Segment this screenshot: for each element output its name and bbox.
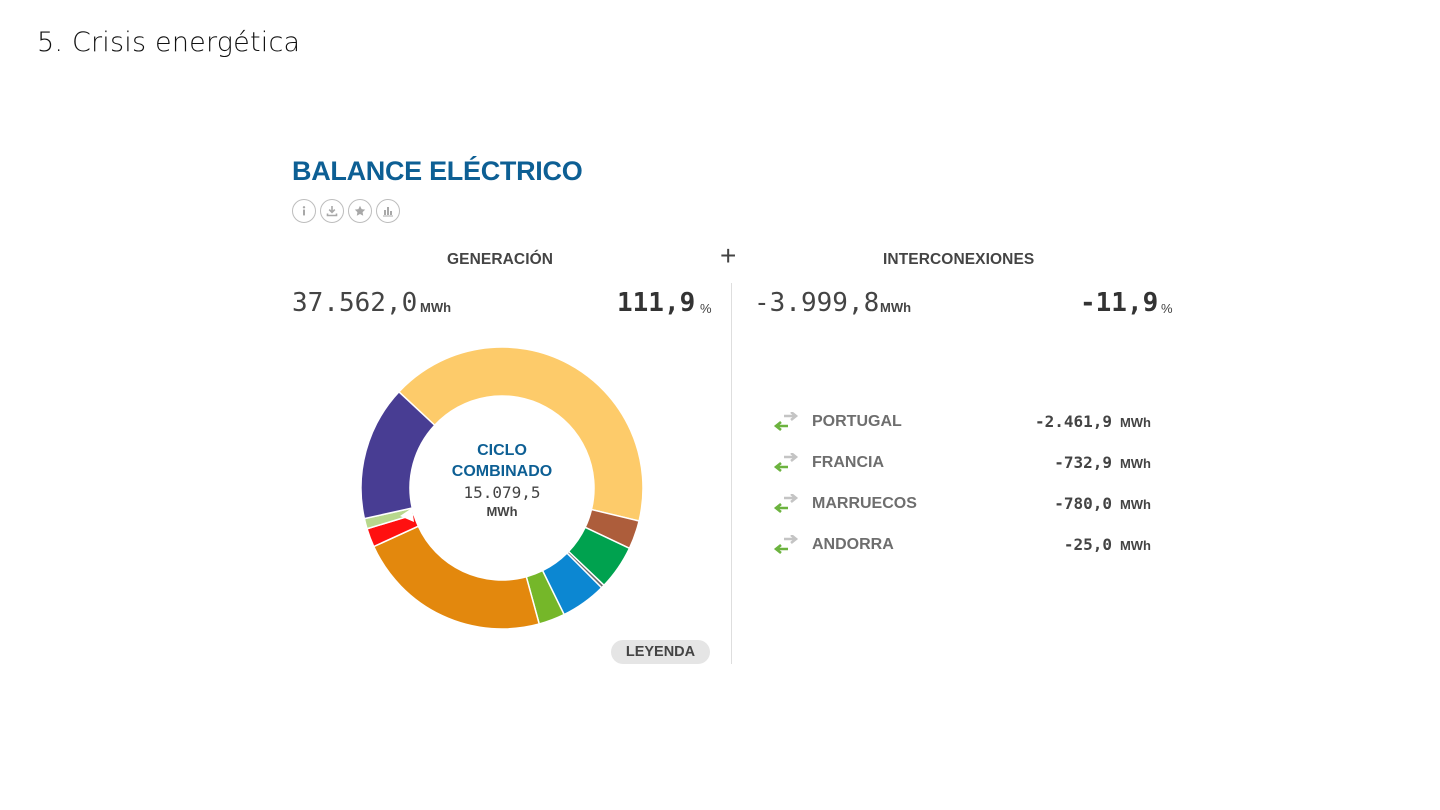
info-icon[interactable] xyxy=(292,199,316,223)
legend-button[interactable]: LEYENDA xyxy=(611,640,710,664)
star-icon[interactable] xyxy=(348,199,372,223)
selected-source-unit: MWh xyxy=(486,504,518,519)
interconnection-name: PORTUGAL xyxy=(812,413,902,430)
interconnection-unit: MWh xyxy=(1119,415,1151,430)
interconnection-value: -25,0 xyxy=(1063,535,1112,554)
interconnection-row: PORTUGAL -2.461,9 MWh xyxy=(772,410,1152,434)
exchange-arrows-icon xyxy=(773,412,799,432)
generation-percent: 111,9 xyxy=(617,288,696,318)
interconnections-unit: MWh xyxy=(880,300,912,315)
generation-unit: MWh xyxy=(420,300,452,315)
interconnection-row: FRANCIA -732,9 MWh xyxy=(772,451,1152,475)
interconnection-value: -732,9 xyxy=(1054,453,1112,472)
interconnection-unit: MWh xyxy=(1119,538,1151,553)
interconnections-heading: INTERCONEXIONES xyxy=(883,251,1035,268)
selected-source-label-1: CICLO xyxy=(477,442,527,459)
interconnections-percent: -11,9 xyxy=(1080,288,1159,318)
interconnection-unit: MWh xyxy=(1119,497,1151,512)
selected-source-label-2: COMBINADO xyxy=(451,463,553,480)
plus-icon: + xyxy=(720,240,737,271)
donut-slice-ciclo-combinado[interactable] xyxy=(397,346,644,522)
exchange-arrows-icon xyxy=(773,535,799,555)
interconnection-row: MARRUECOS -780,0 MWh xyxy=(772,492,1152,516)
generation-percent-unit: % xyxy=(700,301,712,316)
selected-slice-pointer xyxy=(400,508,414,522)
bar-chart-icon[interactable] xyxy=(376,199,400,223)
generation-value: 37.562,0 xyxy=(292,288,418,318)
interconnection-value: -2.461,9 xyxy=(1034,412,1112,431)
slide-title: 5. Crisis energética xyxy=(37,27,301,58)
donut-slice-nuclear[interactable] xyxy=(372,525,541,630)
interconnection-row: ANDORRA -25,0 MWh xyxy=(772,533,1152,557)
donut-slice-eólica[interactable] xyxy=(360,390,436,520)
widget-title: BALANCE ELÉCTRICO xyxy=(292,156,583,186)
interconnection-unit: MWh xyxy=(1119,456,1151,471)
exchange-arrows-icon xyxy=(773,494,799,514)
download-icon[interactable] xyxy=(320,199,344,223)
exchange-arrows-icon xyxy=(773,453,799,473)
interconnections-percent-unit: % xyxy=(1161,301,1173,316)
donut-center: CICLO COMBINADO 15.079,5 MWh xyxy=(432,440,572,521)
interconnection-name: MARRUECOS xyxy=(812,495,917,512)
interconnection-name: FRANCIA xyxy=(812,454,884,471)
interconnection-name: ANDORRA xyxy=(812,536,894,553)
generation-heading: GENERACIÓN xyxy=(447,251,554,268)
widget-toolbar xyxy=(292,199,400,223)
interconnections-value: -3.999,8 xyxy=(754,288,880,318)
column-divider xyxy=(731,283,732,664)
generation-donut-chart[interactable] xyxy=(360,346,644,630)
selected-source-value: 15.079,5 xyxy=(463,483,541,502)
interconnection-value: -780,0 xyxy=(1054,494,1112,513)
